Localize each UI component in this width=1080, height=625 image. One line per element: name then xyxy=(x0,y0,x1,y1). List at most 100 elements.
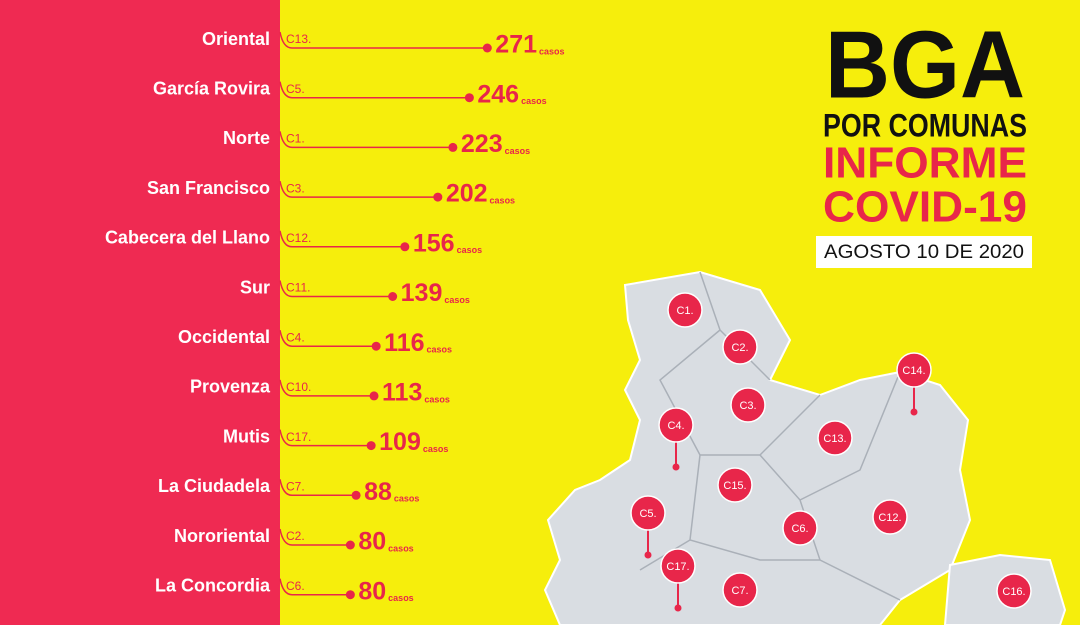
map-badge xyxy=(630,495,666,531)
map-badge xyxy=(782,510,818,546)
dot xyxy=(369,391,379,401)
dot xyxy=(345,590,355,600)
dot xyxy=(464,93,474,103)
map-label: C5. xyxy=(639,508,656,520)
code-label: C2. xyxy=(286,529,305,543)
connector xyxy=(279,131,293,149)
dot xyxy=(448,142,458,152)
category-label: Nororiental xyxy=(174,526,270,546)
code-label: C1. xyxy=(286,132,305,146)
map-label: C15. xyxy=(723,480,746,492)
code-label: C10. xyxy=(286,380,311,394)
category-label: San Francisco xyxy=(147,178,270,198)
value-label: 156 xyxy=(413,229,455,257)
name-panel xyxy=(0,0,280,625)
dot xyxy=(400,242,410,252)
unit-label: casos xyxy=(388,543,414,553)
value-label: 139 xyxy=(401,279,443,307)
category-label: García Rovira xyxy=(153,78,271,98)
code-label: C12. xyxy=(286,231,311,245)
connector xyxy=(279,280,293,298)
map-badge xyxy=(896,352,932,388)
code-label: C13. xyxy=(286,32,311,46)
category-label: La Ciudadela xyxy=(158,476,271,496)
value-label: 271 xyxy=(495,31,537,59)
dot xyxy=(433,192,443,202)
dot xyxy=(345,540,355,550)
map-badge xyxy=(996,573,1032,609)
map-pin-dot xyxy=(672,463,680,471)
map-badge xyxy=(722,572,758,608)
unit-label: casos xyxy=(394,494,420,504)
map-label: C13. xyxy=(823,433,846,445)
code-label: C17. xyxy=(286,430,311,444)
map-badge xyxy=(667,292,703,328)
map-pin-dot xyxy=(674,604,682,612)
map-label: C3. xyxy=(739,400,756,412)
value-label: 113 xyxy=(382,379,422,407)
map-border xyxy=(639,271,901,601)
dot xyxy=(351,490,361,500)
unit-label: casos xyxy=(457,245,483,255)
header: BGA POR COMUNAS INFORME COVID-19 AGOSTO … xyxy=(816,11,1032,268)
dot xyxy=(371,341,381,351)
title: BGA xyxy=(825,11,1025,118)
value-label: 88 xyxy=(364,478,392,506)
category-label: Oriental xyxy=(202,29,270,49)
category-label: Occidental xyxy=(178,327,270,347)
map-label: C14. xyxy=(902,365,925,377)
map-label: C12. xyxy=(878,512,901,524)
code-label: C3. xyxy=(286,181,305,195)
value-label: 80 xyxy=(358,577,386,605)
map-label: C2. xyxy=(731,342,748,354)
map-badge xyxy=(717,467,753,503)
code-label: C4. xyxy=(286,330,305,344)
connector xyxy=(279,31,293,49)
connector xyxy=(279,578,293,596)
code-label: C7. xyxy=(286,479,305,493)
map-label: C6. xyxy=(791,523,808,535)
map-pin-dot xyxy=(644,551,652,559)
map-label: C1. xyxy=(676,305,693,317)
map-badge xyxy=(658,407,694,443)
category-label: Sur xyxy=(240,277,270,297)
unit-label: casos xyxy=(388,593,414,603)
topic-label: COVID-19 xyxy=(823,183,1027,232)
value-label: 223 xyxy=(461,130,503,158)
report-label: INFORME xyxy=(823,139,1027,188)
dot xyxy=(482,43,492,53)
map-label: C7. xyxy=(731,585,748,597)
connector xyxy=(279,180,293,198)
value-label: 246 xyxy=(477,80,519,108)
code-label: C11. xyxy=(286,281,310,295)
code-label: C6. xyxy=(286,579,305,593)
map-badge xyxy=(722,329,758,365)
unit-label: casos xyxy=(521,96,547,106)
connector xyxy=(279,330,293,347)
category-label: La Concordia xyxy=(155,575,271,595)
value-label: 109 xyxy=(379,428,421,456)
connector xyxy=(279,479,293,497)
map-badge xyxy=(872,499,908,535)
category-label: Norte xyxy=(223,128,270,148)
connector xyxy=(279,528,293,546)
code-label: C5. xyxy=(286,82,305,96)
subtitle: POR COMUNAS xyxy=(823,107,1027,143)
map-label: C17. xyxy=(666,561,689,573)
map-badge xyxy=(817,420,853,456)
category-label: Cabecera del Llano xyxy=(105,228,270,248)
date: AGOSTO 10 DE 2020 xyxy=(824,242,1024,263)
category-label: Mutis xyxy=(223,426,270,446)
value-label: 202 xyxy=(446,180,488,208)
category-label: Provenza xyxy=(190,377,271,397)
dot xyxy=(366,441,376,451)
connector xyxy=(279,379,293,397)
map-label: C4. xyxy=(667,420,684,432)
unit-label: casos xyxy=(505,146,531,156)
unit-label: casos xyxy=(423,444,449,454)
unit-label: casos xyxy=(490,195,516,205)
unit-label: casos xyxy=(444,295,470,305)
value-label: 116 xyxy=(384,329,424,357)
unit-label: casos xyxy=(427,345,453,355)
